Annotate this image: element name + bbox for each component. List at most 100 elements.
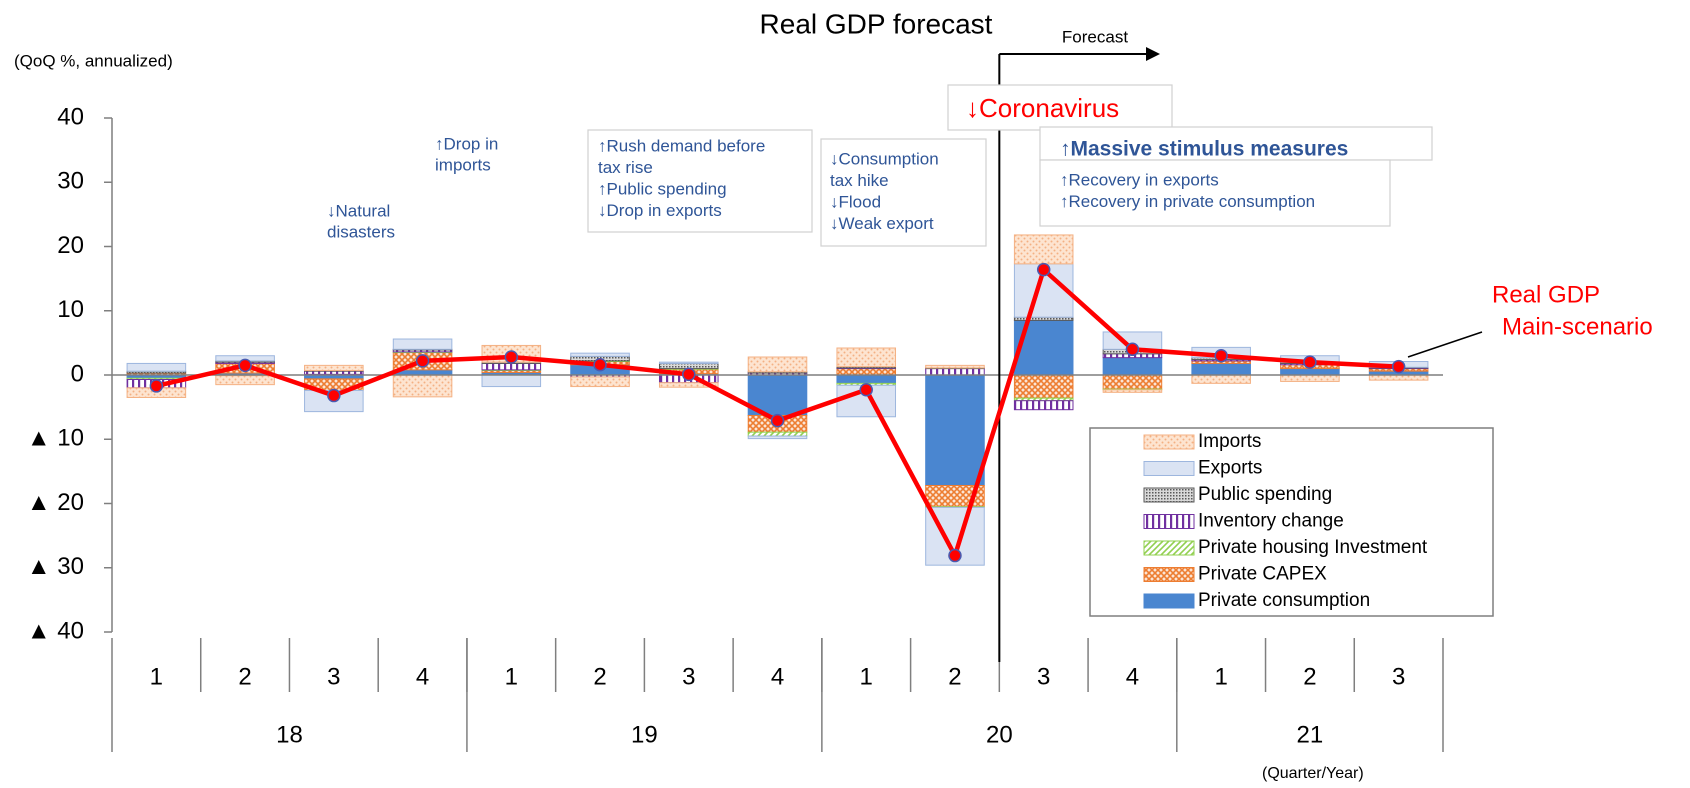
x-tick-label: 4 bbox=[1126, 663, 1139, 690]
annotation-text: tax hike bbox=[830, 171, 889, 190]
legend-label: Private housing Investment bbox=[1198, 537, 1428, 558]
gdp-point bbox=[1303, 355, 1317, 369]
gdp-point bbox=[593, 357, 607, 372]
bar-segment bbox=[1280, 368, 1340, 376]
x-tick-label: 3 bbox=[1392, 663, 1405, 690]
legend-swatch bbox=[1143, 487, 1195, 503]
annotation-text: imports bbox=[435, 155, 491, 174]
annotation-text: tax rise bbox=[598, 158, 653, 177]
bar-segment bbox=[1368, 374, 1429, 381]
legend-label: Private consumption bbox=[1198, 590, 1370, 611]
annotation-box bbox=[947, 84, 1173, 131]
annotation-text: ↓Coronavirus bbox=[966, 93, 1119, 123]
x-tick-label: 3 bbox=[1037, 663, 1050, 690]
y-tick-label: 20 bbox=[57, 232, 84, 259]
bar-segment bbox=[215, 375, 275, 386]
y-tick-label: ▲ 20 bbox=[27, 489, 84, 516]
bar-segment bbox=[747, 431, 808, 437]
bar-segment bbox=[658, 361, 719, 364]
legend-swatch bbox=[1143, 434, 1195, 450]
bar-segment bbox=[481, 362, 542, 371]
legend-swatch bbox=[1143, 567, 1195, 582]
bar-segment bbox=[925, 374, 985, 487]
year-label: 19 bbox=[631, 721, 658, 748]
x-unit: (Quarter/Year) bbox=[1262, 765, 1364, 782]
annotation-text: ↑Massive stimulus measures bbox=[1060, 138, 1348, 161]
gdp-point bbox=[1125, 342, 1140, 357]
bar-segment bbox=[126, 362, 187, 372]
x-tick-label: 4 bbox=[416, 663, 429, 690]
x-tick-label: 1 bbox=[150, 663, 163, 690]
bar-segment bbox=[570, 376, 630, 388]
forecast-label: Forecast bbox=[1062, 27, 1128, 46]
gdp-point bbox=[1391, 359, 1406, 374]
bar-segment bbox=[836, 368, 897, 376]
gdp-point bbox=[1036, 262, 1051, 277]
gdp-point bbox=[1214, 348, 1228, 363]
x-tick-label: 3 bbox=[682, 663, 695, 690]
line-label: Main-scenario bbox=[1502, 313, 1653, 340]
bar-segment bbox=[1191, 362, 1251, 376]
legend-swatch bbox=[1143, 514, 1195, 529]
annotation-text: ↑Public spending bbox=[598, 179, 727, 198]
legend-swatch bbox=[1143, 593, 1195, 609]
annotation-box bbox=[1039, 126, 1433, 161]
bar-segment bbox=[481, 374, 542, 388]
year-label: 20 bbox=[986, 721, 1013, 748]
line-label-pointer bbox=[1407, 331, 1483, 358]
y-unit: (QoQ %, annualized) bbox=[14, 51, 173, 70]
annotation-text: ↓Drop in exports bbox=[598, 201, 722, 220]
annotation-text: ↓Flood bbox=[830, 192, 881, 211]
forecast-arrowhead bbox=[1146, 47, 1160, 61]
annotation-box bbox=[587, 129, 813, 233]
x-tick-label: 3 bbox=[327, 663, 340, 690]
annotation-text: ↑Recovery in private consumption bbox=[1060, 192, 1315, 211]
y-tick-label: 40 bbox=[57, 103, 84, 130]
legend-swatch bbox=[1143, 461, 1195, 476]
annotation-text: ↑Recovery in exports bbox=[1060, 170, 1219, 189]
legend-label: Public spending bbox=[1198, 484, 1332, 505]
year-label: 18 bbox=[276, 721, 303, 748]
bar-segment bbox=[570, 352, 630, 357]
year-label: 21 bbox=[1297, 721, 1324, 748]
bar-segment bbox=[1191, 374, 1251, 384]
legend-label: Inventory change bbox=[1198, 511, 1344, 532]
y-tick-label: ▲ 30 bbox=[27, 553, 84, 580]
y-tick-label: ▲ 10 bbox=[27, 425, 84, 452]
legend-swatch bbox=[1143, 540, 1195, 556]
bar-segment bbox=[304, 364, 364, 372]
annotation-text: ↓Weak export bbox=[830, 214, 934, 233]
y-tick-label: 30 bbox=[57, 168, 84, 195]
gdp-point bbox=[682, 367, 696, 382]
gdp-point bbox=[238, 358, 252, 373]
x-tick-label: 2 bbox=[1303, 663, 1316, 690]
legend-label: Exports bbox=[1198, 458, 1262, 479]
bar-segment bbox=[836, 374, 897, 384]
x-tick-label: 1 bbox=[505, 663, 518, 690]
x-tick-label: 2 bbox=[593, 663, 606, 690]
chart-title: Real GDP forecast bbox=[760, 8, 993, 39]
bar-segment bbox=[658, 382, 719, 388]
x-tick-label: 1 bbox=[1214, 663, 1227, 690]
bar-segment bbox=[1013, 374, 1074, 399]
bar-segment bbox=[1280, 374, 1340, 382]
bar-segment bbox=[836, 347, 897, 368]
legend-label: Imports bbox=[1198, 431, 1261, 452]
bar-segment bbox=[392, 374, 453, 398]
x-tick-label: 2 bbox=[238, 663, 251, 690]
gdp-point bbox=[415, 354, 430, 368]
annotation-text: ↑Rush demand before bbox=[598, 136, 765, 155]
legend-label: Private CAPEX bbox=[1198, 564, 1327, 585]
line-label: Real GDP bbox=[1492, 281, 1600, 308]
bar-segment bbox=[392, 338, 453, 350]
bar-segment bbox=[1102, 374, 1163, 390]
x-tick-label: 2 bbox=[948, 663, 961, 690]
bar-segment bbox=[747, 356, 808, 373]
gdp-point bbox=[327, 388, 341, 403]
annotation-text: ↑Drop in bbox=[435, 134, 498, 153]
y-tick-label: ▲ 40 bbox=[27, 617, 84, 644]
annotation-box bbox=[1039, 159, 1391, 227]
y-tick-label: 10 bbox=[57, 296, 84, 323]
